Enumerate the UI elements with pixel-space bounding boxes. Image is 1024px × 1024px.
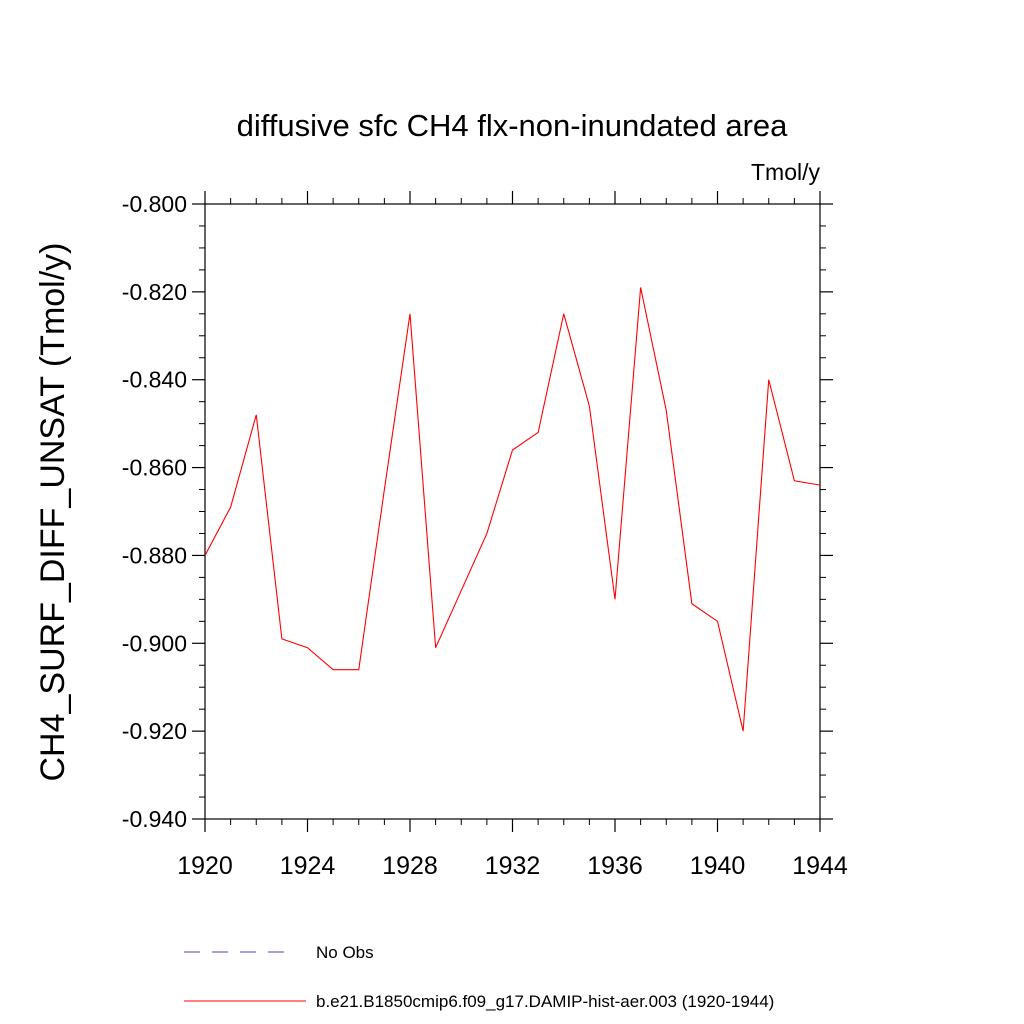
x-tick-label: 1936 [587,852,643,880]
series-lines [204,287,821,732]
series-line-1 [204,287,821,732]
x-tick-label: 1940 [690,852,746,880]
y-axis-label: CH4_SURF_DIFF_UNSAT (Tmol/y) [34,242,72,781]
y-tick-labels: -0.800 -0.820 -0.840 -0.860 -0.880 -0.900 -0.9… [122,191,187,832]
x-tick-label: 1944 [792,852,848,880]
legend: No Obs b.e21.B1850cmip6.f09_g17.DAMIP-his… [184,943,774,1011]
x-tick-labels: 1920 1924 1928 1932 1936 1940 1944 [177,852,848,880]
y-tick-label: -0.820 [122,279,187,305]
axis-ticks [192,191,833,832]
x-tick-label: 1928 [382,852,438,880]
y-tick-label: -0.900 [122,630,187,656]
y-tick-label: -0.940 [122,806,187,832]
units-label: Tmol/y [751,159,821,185]
legend-label-0: No Obs [316,943,374,962]
plot-frame [204,203,821,820]
x-tick-label: 1932 [485,852,541,880]
y-tick-label: -0.880 [122,542,187,568]
x-tick-label: 1920 [177,852,233,880]
y-tick-label: -0.840 [122,367,187,393]
y-tick-label: -0.860 [122,455,187,481]
y-tick-label: -0.920 [122,718,187,744]
y-tick-label: -0.800 [122,191,187,217]
legend-label-1: b.e21.B1850cmip6.f09_g17.DAMIP-hist-aer.… [316,992,774,1011]
x-tick-label: 1924 [280,852,336,880]
chart-title: diffusive sfc CH4 flx-non-inundated area [237,108,789,143]
